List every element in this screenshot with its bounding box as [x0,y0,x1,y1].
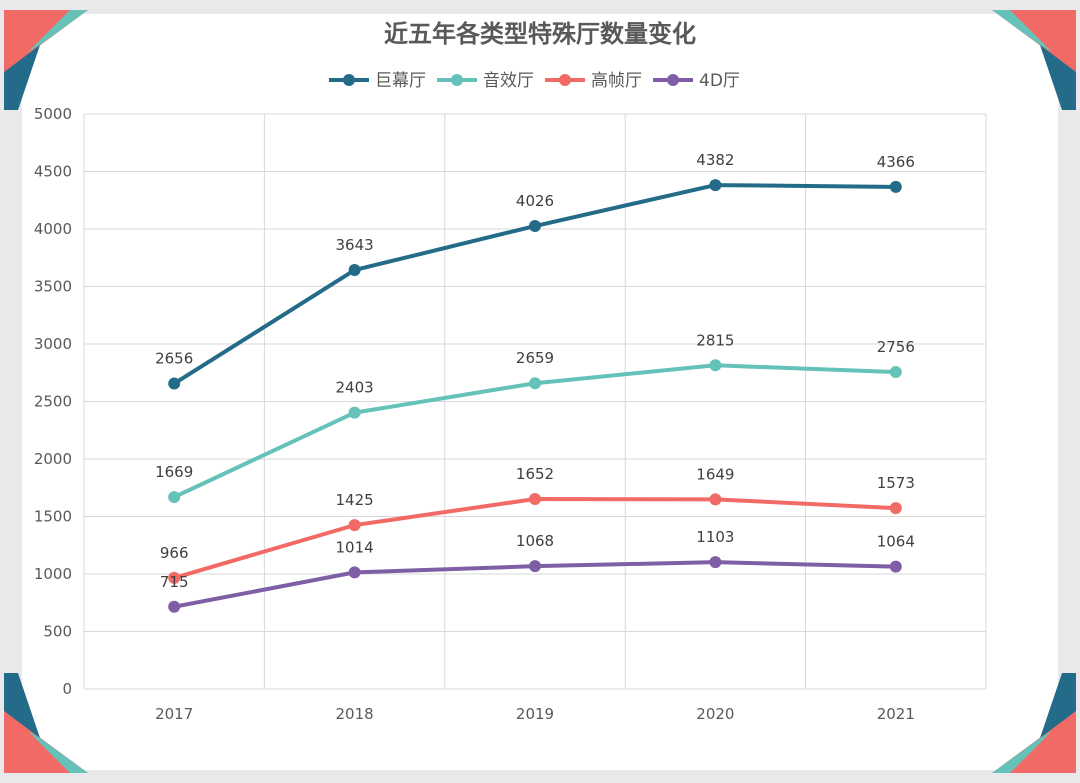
legend-item: 巨幕厅 [329,71,426,91]
chart-series [168,179,902,613]
data-label: 2815 [696,331,734,349]
data-label: 966 [160,544,189,562]
x-tick-label: 2017 [155,705,193,723]
data-label: 2403 [336,379,374,397]
data-point [529,493,541,506]
data-label: 2656 [155,350,193,368]
data-point [168,377,181,390]
corner-decoration-bottom-left [4,673,88,773]
y-tick-label: 2000 [34,450,72,468]
data-label: 1064 [877,533,915,551]
data-label: 3643 [336,236,374,254]
data-point [889,502,902,515]
y-tick-label: 0 [62,680,72,698]
data-label: 4366 [877,153,915,171]
data-label: 715 [160,573,189,591]
data-label: 1068 [516,532,554,550]
legend-item: 4D厅 [653,71,740,91]
legend-label: 巨幕厅 [375,71,426,91]
data-point [168,571,181,584]
data-point [348,264,361,277]
y-tick-label: 1000 [34,565,72,583]
y-tick-label: 2500 [34,393,72,411]
legend-marker [559,74,571,86]
data-point [529,377,541,390]
x-tick-label: 2018 [336,705,374,723]
corner-decoration-top-right [992,10,1076,110]
legend-label: 音效厅 [483,71,534,91]
y-tick-label: 3500 [34,278,72,296]
data-label: 2756 [877,338,915,356]
data-label: 4382 [696,151,734,169]
legend-label: 4D厅 [699,71,740,91]
data-point [709,359,722,372]
data-point [168,491,181,504]
data-point [889,560,902,573]
corner-decoration-bottom-right [992,673,1076,773]
chart-legend: 巨幕厅 音效厅 高帧厅 4D厅 [329,71,740,91]
legend-item: 音效厅 [437,71,534,91]
data-label: 1573 [877,474,915,492]
data-label: 1425 [336,491,374,509]
y-tick-label: 5000 [34,105,72,123]
y-tick-label: 3000 [34,335,72,353]
legend-marker [451,74,463,86]
legend-item: 高帧厅 [545,71,642,91]
data-point [348,519,361,532]
legend-label: 高帧厅 [591,71,642,91]
data-label: 1014 [336,538,374,556]
y-tick-label: 4500 [34,163,72,181]
data-point [709,493,722,506]
data-point [529,220,541,233]
y-tick-label: 1500 [34,508,72,526]
data-point [889,366,902,379]
data-label: 4026 [516,192,554,210]
chart-grid [83,113,987,690]
chart-card [22,14,1058,770]
x-axis: 2017 2018 2019 2020 2021 [155,705,915,723]
data-point [168,600,181,613]
legend-marker [343,74,355,86]
y-tick-label: 500 [43,623,72,641]
data-label: 1669 [155,463,193,481]
x-tick-label: 2021 [877,705,915,723]
data-label: 1652 [516,465,554,483]
data-label: 1649 [696,465,734,483]
chart-title: 近五年各类型特殊厅数量变化 [384,20,696,48]
data-label: 1103 [696,528,734,546]
data-point [529,560,541,573]
corner-decoration-top-left [4,10,88,110]
data-point [348,406,361,419]
y-axis: 0 500 1000 1500 2000 2500 3000 3500 4000 4500 5000 [34,105,72,698]
data-point [709,556,722,569]
x-tick-label: 2019 [516,705,554,723]
data-label: 2659 [516,349,554,367]
y-tick-label: 4000 [34,220,72,238]
data-point [709,179,722,192]
legend-marker [667,74,679,86]
data-point [348,566,361,579]
x-tick-label: 2020 [696,705,734,723]
data-labels: 2656 3643 4026 4382 4366 1669 2403 2659 2815 2756… [155,151,915,591]
data-point [889,180,902,193]
